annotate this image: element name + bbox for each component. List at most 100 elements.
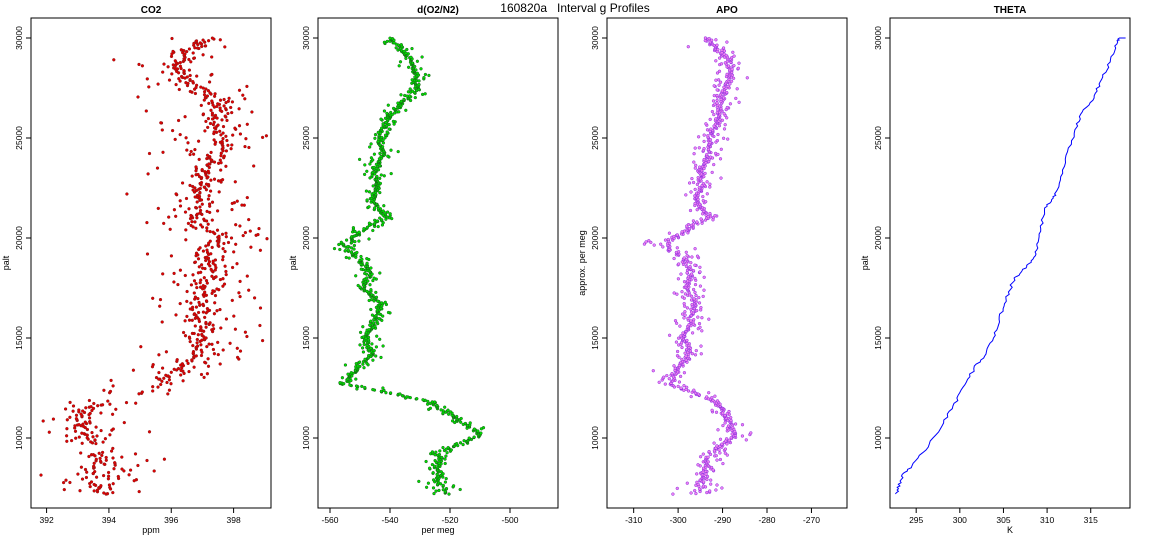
data-point (399, 93, 403, 97)
data-point (125, 192, 129, 196)
data-point (693, 201, 697, 206)
y-tick-label: 20000 (873, 226, 883, 250)
data-point (680, 345, 684, 350)
data-point (245, 274, 249, 278)
data-point (185, 75, 189, 79)
data-point (205, 153, 210, 157)
data-point (95, 488, 100, 492)
data-point (205, 372, 210, 376)
data-point (693, 187, 697, 192)
y-tick-label: 25000 (14, 126, 24, 150)
data-point (642, 242, 647, 246)
data-point (192, 365, 196, 369)
data-point (686, 222, 691, 227)
data-point (689, 310, 694, 314)
data-point (161, 70, 165, 74)
data-point (718, 457, 723, 462)
data-point (694, 163, 698, 167)
data-point (89, 405, 93, 409)
data-point (200, 225, 205, 229)
data-point (191, 349, 196, 354)
data-point (180, 181, 185, 185)
data-point (369, 288, 373, 292)
data-point (206, 39, 211, 43)
data-point (62, 487, 66, 492)
data-point (184, 81, 188, 85)
data-point (353, 239, 357, 244)
data-point (701, 294, 705, 299)
data-point (385, 39, 389, 44)
data-point (679, 341, 684, 345)
data-point (202, 375, 206, 380)
data-point (202, 93, 207, 97)
data-point (219, 168, 223, 172)
data-point (80, 431, 84, 435)
data-point (111, 446, 115, 451)
data-point (238, 224, 242, 228)
data-point (685, 385, 689, 389)
data-point (378, 151, 382, 156)
data-point (199, 353, 204, 358)
data-point (65, 418, 69, 422)
data-point (676, 250, 681, 254)
data-point (682, 256, 686, 260)
data-point (198, 208, 203, 213)
data-point (257, 226, 261, 231)
data-point (431, 486, 436, 490)
data-point (176, 282, 180, 287)
data-point (183, 319, 187, 323)
data-point (708, 117, 712, 122)
data-point (692, 160, 696, 164)
data-point (211, 347, 216, 352)
data-point (705, 128, 710, 132)
data-point (204, 299, 209, 303)
data-point (100, 453, 104, 458)
data-point (462, 439, 466, 443)
data-point (455, 441, 459, 446)
data-point (178, 64, 183, 68)
data-point (712, 93, 716, 98)
data-point (167, 388, 172, 392)
x-tick-label: 305 (996, 515, 1010, 525)
data-point (373, 218, 377, 222)
data-point (353, 229, 357, 234)
data-point (218, 129, 222, 133)
data-point (373, 206, 377, 210)
data-point (381, 314, 385, 318)
data-point (187, 335, 192, 339)
data-point (166, 392, 170, 396)
data-point (147, 151, 152, 156)
data-point (112, 58, 116, 62)
data-point (79, 451, 83, 455)
data-point (467, 436, 471, 440)
data-point (183, 210, 188, 214)
data-point (472, 435, 476, 439)
data-point (694, 293, 698, 298)
data-point (102, 491, 106, 495)
chart-panel-co2: CO2 392 394 396 398 10000 15000 20000 25000 30000… (1, 5, 272, 535)
data-point (340, 376, 345, 380)
data-point (237, 291, 241, 295)
data-point (201, 302, 205, 306)
data-point (676, 277, 681, 281)
data-point (716, 428, 720, 432)
data-point (212, 312, 217, 316)
data-point (128, 468, 133, 472)
data-point (174, 82, 178, 87)
data-point (704, 122, 708, 126)
data-point (108, 389, 113, 394)
data-point (102, 462, 106, 466)
data-point (733, 422, 738, 426)
data-point (731, 425, 735, 430)
data-point (201, 284, 205, 288)
data-point (234, 223, 238, 227)
y-tick-label: 15000 (590, 326, 600, 350)
data-point (108, 402, 112, 406)
x-axis-label: K (1007, 525, 1013, 535)
y-tick-label: 10000 (14, 426, 24, 450)
data-point (68, 415, 72, 419)
data-point (359, 267, 363, 271)
data-point (147, 85, 151, 89)
data-point (212, 352, 217, 356)
data-point (233, 126, 237, 130)
